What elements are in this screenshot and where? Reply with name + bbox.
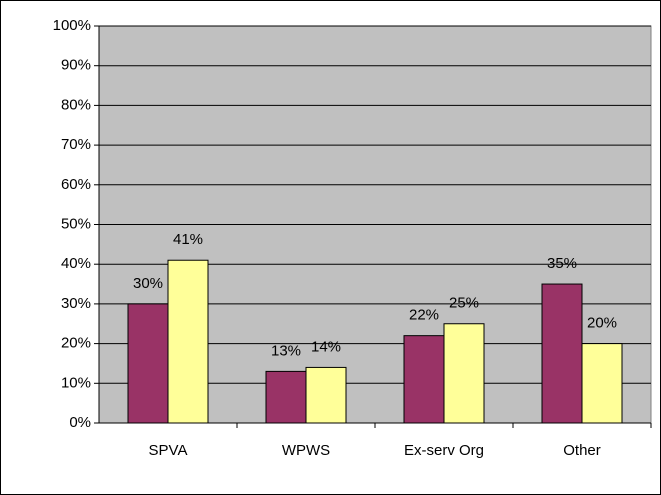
value-label: 35%	[547, 255, 577, 272]
value-label: 14%	[311, 338, 341, 355]
bar	[127, 303, 169, 424]
y-tick-label: 60%	[61, 176, 91, 193]
bar	[265, 370, 307, 424]
value-label: 41%	[173, 231, 203, 248]
y-tick-label: 10%	[61, 374, 91, 391]
bar	[541, 283, 583, 424]
bar	[167, 259, 209, 424]
value-label: 25%	[449, 295, 479, 312]
y-tick-label: 100%	[53, 17, 91, 34]
value-label: 22%	[409, 307, 439, 324]
value-label: 30%	[133, 275, 163, 292]
y-tick-label: 90%	[61, 57, 91, 74]
y-tick-label: 80%	[61, 96, 91, 113]
value-label: 13%	[271, 342, 301, 359]
x-tick-label: SPVA	[149, 442, 188, 459]
x-tick-label: WPWS	[282, 442, 330, 459]
y-tick-label: 20%	[61, 335, 91, 352]
bar	[403, 335, 445, 424]
bar	[305, 366, 347, 424]
value-label: 20%	[587, 315, 617, 332]
y-tick-label: 0%	[69, 414, 91, 431]
y-tick-label: 70%	[61, 136, 91, 153]
bar	[443, 323, 485, 424]
x-tick-label: Ex-serv Org	[404, 442, 484, 459]
bar	[581, 343, 623, 424]
y-tick-label: 50%	[61, 215, 91, 232]
y-tick-label: 30%	[61, 295, 91, 312]
y-tick-label: 40%	[61, 255, 91, 272]
x-tick-label: Other	[563, 442, 601, 459]
